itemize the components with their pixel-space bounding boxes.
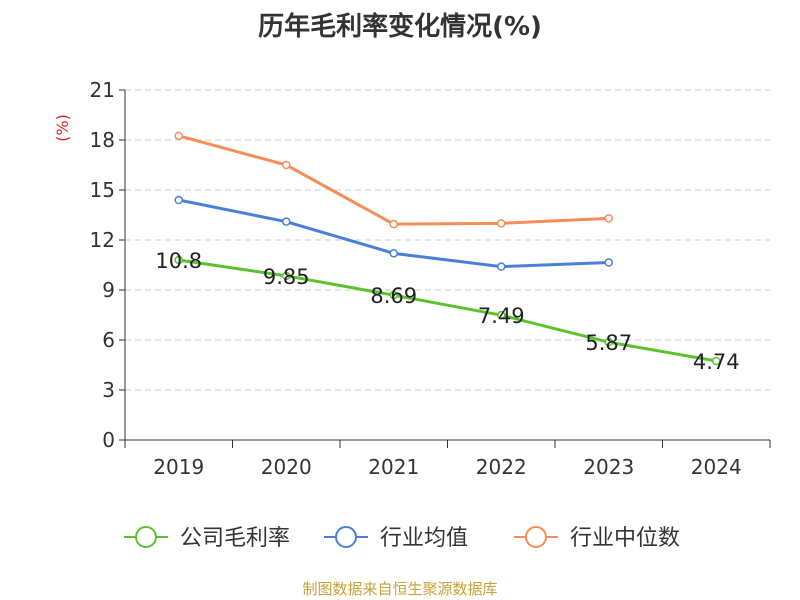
series-line-2 — [178, 134, 609, 226]
y-axis-label: (%) — [53, 114, 72, 142]
chart-title: 历年毛利率变化情况(%) — [258, 12, 542, 42]
data-point — [389, 290, 398, 300]
data-label: 4.74 — [693, 350, 740, 374]
legend-label: 公司毛利率 — [180, 526, 290, 551]
x-tick-label: 2023 — [583, 455, 634, 479]
data-label: 10.8 — [155, 249, 202, 273]
data-point — [174, 131, 183, 141]
data-label: 7.49 — [478, 304, 525, 328]
legend-marker — [335, 526, 357, 548]
data-point — [282, 217, 291, 226]
y-tick-label: 9 — [102, 278, 115, 302]
data-point — [389, 249, 398, 258]
x-tick-label: 2024 — [691, 455, 742, 479]
data-point — [604, 258, 613, 267]
legend-label: 行业中位数 — [570, 526, 680, 551]
y-tick-label: 21 — [90, 78, 115, 102]
data-point — [497, 310, 506, 320]
data-point — [282, 271, 291, 281]
data-label: 9.85 — [263, 265, 310, 289]
data-point — [712, 356, 721, 366]
y-tick-label: 15 — [90, 178, 115, 202]
y-tick-label: 0 — [102, 428, 115, 452]
y-tick-label: 3 — [102, 378, 115, 402]
data-point — [174, 195, 183, 205]
legend-marker — [135, 526, 157, 548]
x-tick-label: 2019 — [153, 455, 204, 479]
axes: 0 3 6 9 12 15 18 21 (%) 2019 2020 2021 2022 2023 2024 — [53, 78, 771, 479]
legend-label: 行业均值 — [380, 526, 468, 551]
data-labels: 10.8 9.85 8.69 7.49 5.87 4.74 — [155, 249, 739, 374]
series-line-0 — [178, 258, 717, 363]
x-tick-label: 2022 — [476, 455, 527, 479]
data-point — [497, 262, 506, 271]
data-point — [604, 337, 613, 347]
data-point — [497, 219, 506, 228]
y-tick-label: 12 — [90, 228, 115, 252]
data-point — [282, 160, 291, 170]
legend-marker — [525, 526, 547, 548]
legend: 公司毛利率 行业均值 行业中位数 — [124, 526, 680, 551]
data-point — [389, 219, 398, 229]
data-label: 5.87 — [585, 331, 632, 355]
data-source-footer: 制图数据来自恒生聚源数据库 — [302, 580, 498, 598]
y-tick-label: 6 — [102, 328, 115, 352]
data-label: 8.69 — [370, 284, 417, 308]
x-tick-label: 2021 — [368, 455, 419, 479]
series-lines — [174, 131, 721, 366]
data-point — [174, 255, 183, 265]
data-point — [604, 214, 613, 223]
y-tick-label: 18 — [90, 128, 115, 152]
x-tick-label: 2020 — [261, 455, 312, 479]
grid-lines — [125, 89, 770, 391]
